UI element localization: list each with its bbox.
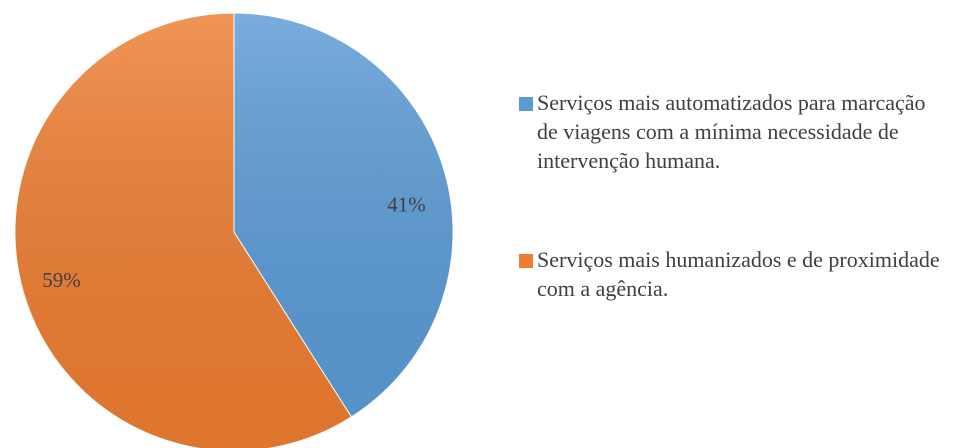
legend-item: Serviços mais automatizados para marcaçã… [519, 88, 959, 175]
legend-swatch [519, 97, 533, 111]
slice-shade [234, 13, 453, 417]
legend-label: Serviços mais humanizados e de proximida… [537, 247, 940, 301]
legend-item: Serviços mais humanizados e de proximida… [519, 245, 959, 303]
legend-swatch [519, 254, 533, 268]
legend-label: Serviços mais automatizados para marcaçã… [537, 90, 926, 173]
slice-shade [15, 13, 352, 448]
data-label: 41% [387, 193, 426, 217]
legend: Serviços mais automatizados para marcaçã… [519, 88, 959, 303]
data-label: 59% [42, 268, 81, 292]
